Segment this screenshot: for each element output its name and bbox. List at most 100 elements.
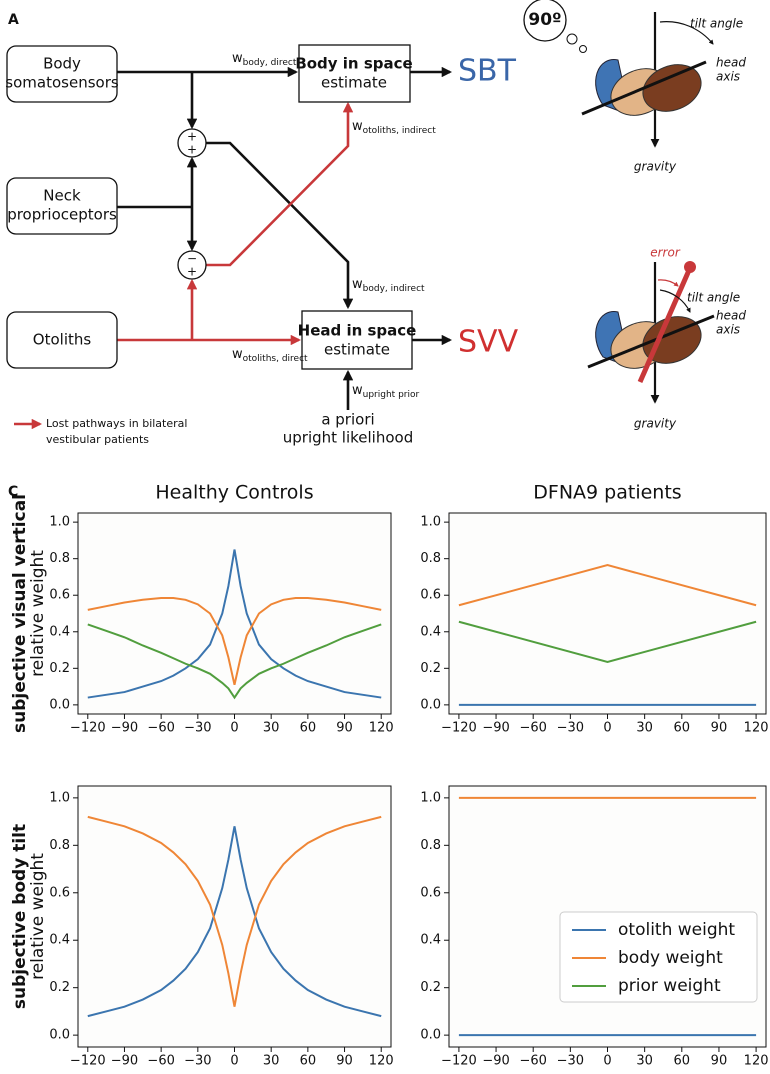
- y-tick-label: 0.0: [420, 1028, 441, 1043]
- legend-label: vestibular patients: [46, 433, 149, 446]
- x-tick-label: −60: [519, 721, 546, 736]
- x-tick-label: 120: [369, 1054, 394, 1069]
- x-tick-label: −90: [482, 721, 509, 736]
- x-tick-label: −120: [70, 1054, 106, 1069]
- y-tick-label: 0.4: [49, 933, 70, 948]
- y-tick-label: 1.0: [420, 790, 441, 805]
- x-tick-label: 60: [674, 721, 691, 736]
- prior-label: a priori: [321, 411, 374, 429]
- x-tick-label: 30: [636, 1054, 653, 1069]
- weight-label: wupright prior: [352, 383, 419, 400]
- x-tick-label: −30: [557, 721, 584, 736]
- x-tick-label: 120: [744, 721, 769, 736]
- weight-label: wotoliths, direct: [232, 347, 308, 364]
- y-tick-label: 0.2: [420, 980, 441, 995]
- chart-title: DFNA9 patients: [533, 482, 681, 504]
- summer-sign: +: [187, 265, 197, 279]
- y-axis-label: relative weight: [28, 853, 48, 980]
- estimate-label: Body in space: [295, 55, 412, 73]
- x-tick-label: 90: [336, 721, 353, 736]
- x-tick-label: 0: [603, 721, 611, 736]
- wires: [14, 66, 453, 430]
- x-tick-label: 60: [300, 721, 317, 736]
- input-box: [6, 311, 118, 369]
- panel-label: A: [8, 12, 19, 28]
- x-tick-label: 0: [230, 721, 238, 736]
- head-axis-label: head: [716, 56, 746, 70]
- x-tick-label: −120: [441, 1054, 477, 1069]
- output-label: SVV: [458, 325, 519, 360]
- illustration: [523, 0, 715, 404]
- gravity-label: gravity: [634, 160, 677, 174]
- prior-label: upright likelihood: [283, 429, 413, 447]
- y-tick-label: 0.4: [420, 933, 441, 948]
- plot-area: [448, 512, 767, 715]
- x-tick-label: −60: [147, 1054, 174, 1069]
- legend-label: otolith weight: [618, 920, 735, 940]
- row-label: subjective body tilt: [10, 824, 30, 1009]
- x-tick-label: −90: [111, 1054, 138, 1069]
- tilt-angle-label: tilt angle: [687, 291, 740, 305]
- y-tick-label: 0.6: [420, 588, 441, 603]
- panel-label: C: [8, 484, 18, 500]
- y-tick-label: 0.6: [49, 885, 70, 900]
- input-label: Body: [43, 55, 81, 73]
- y-tick-label: 0.8: [420, 838, 441, 853]
- legend-label: prior weight: [618, 976, 721, 996]
- x-tick-label: 60: [674, 1054, 691, 1069]
- x-tick-label: −90: [482, 1054, 509, 1069]
- summer-sign: −: [187, 252, 197, 266]
- angle-label: 90º: [528, 10, 561, 30]
- x-tick-label: 90: [711, 721, 728, 736]
- plot-area: [77, 785, 392, 1048]
- y-tick-label: 0.8: [49, 838, 70, 853]
- y-tick-label: 1.0: [49, 790, 70, 805]
- x-tick-label: −60: [147, 721, 174, 736]
- estimate-box: [301, 310, 413, 370]
- error-label: error: [650, 246, 681, 260]
- y-tick-label: 0.4: [49, 624, 70, 639]
- x-tick-label: 120: [369, 721, 394, 736]
- head-axis-label: axis: [716, 70, 740, 84]
- input-box: [6, 45, 118, 103]
- y-tick-label: 0.0: [420, 697, 441, 712]
- legend-label: Lost pathways in bilateral: [46, 417, 187, 430]
- estimate-box: [298, 44, 411, 103]
- series-line: [458, 620, 757, 663]
- chart-title: Healthy Controls: [155, 482, 313, 504]
- x-tick-label: −30: [184, 1054, 211, 1069]
- y-tick-label: 0.2: [49, 661, 70, 676]
- summer: [177, 128, 207, 158]
- summer-sign: +: [187, 130, 197, 144]
- estimate-label: Head in space: [298, 322, 417, 340]
- output-label: SBT: [458, 54, 517, 89]
- x-tick-label: 30: [636, 721, 653, 736]
- x-tick-label: 60: [300, 1054, 317, 1069]
- input-label: somatosensors: [5, 74, 119, 92]
- series-line: [87, 549, 382, 699]
- input-label: proprioceptors: [7, 206, 117, 224]
- y-tick-label: 1.0: [420, 515, 441, 530]
- x-tick-label: −30: [557, 1054, 584, 1069]
- y-tick-label: 0.8: [49, 551, 70, 566]
- y-tick-label: 0.0: [49, 697, 70, 712]
- x-tick-label: −120: [441, 721, 477, 736]
- gravity-label: gravity: [634, 417, 677, 431]
- x-tick-label: 0: [230, 1054, 238, 1069]
- input-box: [6, 177, 118, 235]
- y-tick-label: 0.6: [420, 885, 441, 900]
- x-tick-label: 30: [263, 721, 280, 736]
- x-tick-label: −120: [70, 721, 106, 736]
- legend-label: body weight: [618, 948, 723, 968]
- y-tick-label: 1.0: [49, 515, 70, 530]
- summer: [177, 250, 207, 280]
- summer-sign: +: [187, 143, 197, 157]
- x-tick-label: −30: [184, 721, 211, 736]
- x-tick-label: 120: [744, 1054, 769, 1069]
- y-tick-label: 0.4: [420, 624, 441, 639]
- row-label: subjective visual vertical: [10, 494, 30, 733]
- y-tick-label: 0.6: [49, 588, 70, 603]
- x-tick-label: 30: [263, 1054, 280, 1069]
- y-tick-label: 0.2: [49, 980, 70, 995]
